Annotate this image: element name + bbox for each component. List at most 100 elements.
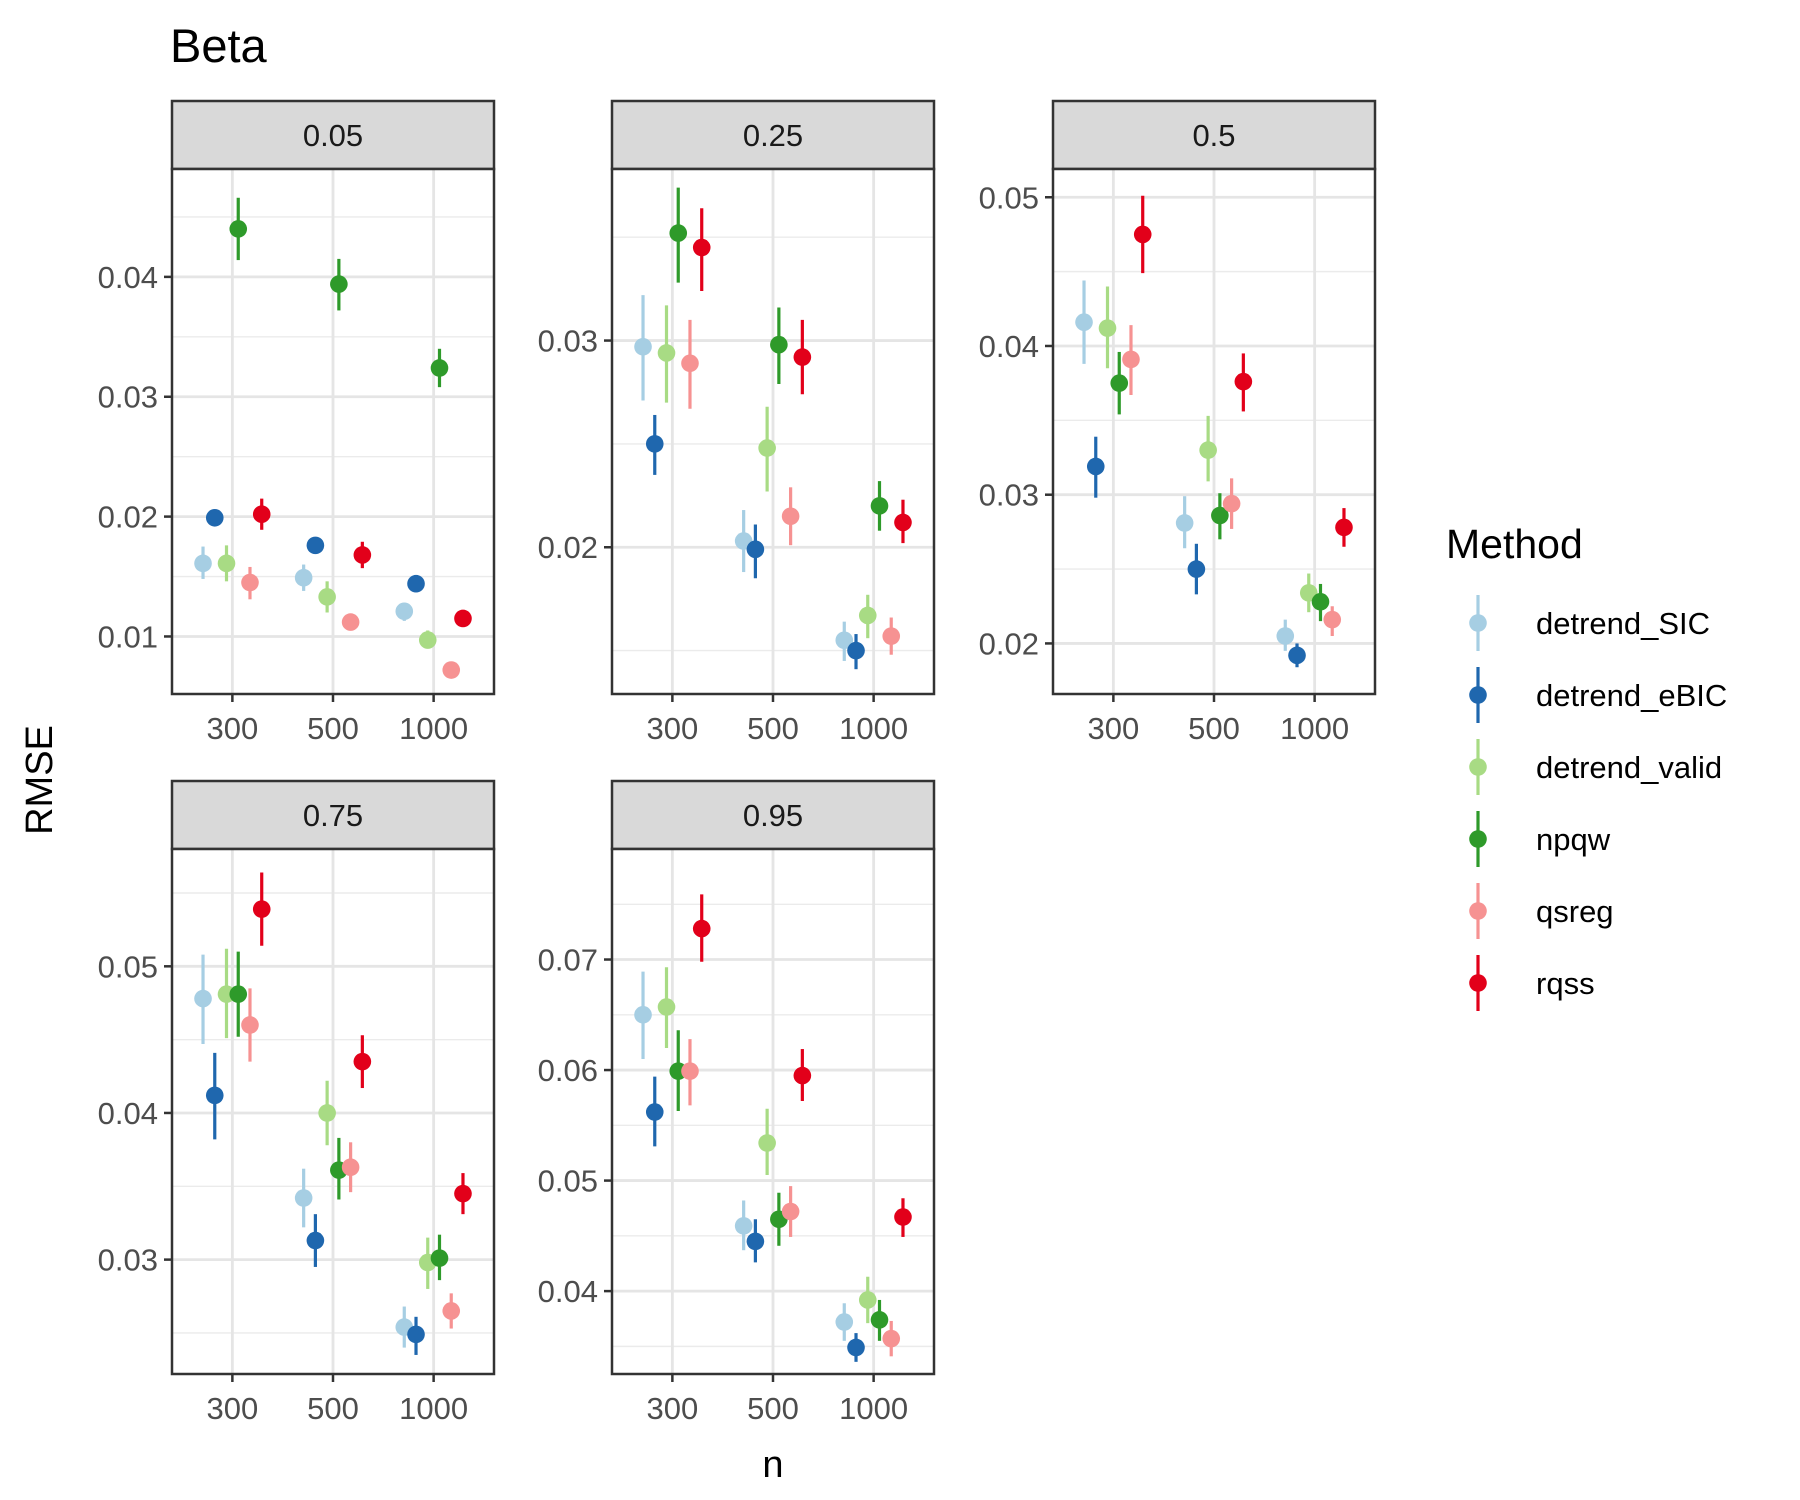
x-tick-label: 500: [307, 711, 359, 746]
point-detrend-ebic: [746, 1232, 765, 1251]
y-tick-label: 0.07: [538, 943, 598, 978]
point-detrend-valid: [858, 1291, 877, 1309]
point-rqss: [692, 919, 711, 938]
legend-label: detrend_valid: [1536, 750, 1722, 785]
point-npqw: [229, 985, 248, 1003]
point-rqss: [1335, 518, 1353, 537]
point-npqw: [1110, 374, 1129, 392]
point-npqw: [430, 359, 449, 377]
legend-key-point: [1469, 614, 1487, 632]
x-tick-label: 300: [207, 711, 259, 746]
x-tick-label: 500: [1188, 711, 1240, 746]
point-rqss: [252, 505, 271, 524]
facet-strip: [610, 779, 936, 851]
point-detrend-ebic: [847, 1338, 865, 1357]
point-qsreg: [681, 354, 699, 373]
legend-label: rqss: [1536, 966, 1595, 1001]
point-detrend-ebic: [306, 1231, 325, 1250]
legend-key-point: [1469, 758, 1487, 776]
legend-item-rqss: rqss: [1469, 955, 1595, 1011]
point-qsreg: [241, 573, 259, 592]
point-detrend-ebic: [306, 536, 325, 555]
facet-strip-label: 0.75: [303, 798, 363, 833]
x-tick-label: 300: [1088, 711, 1140, 746]
point-detrend-ebic: [645, 1103, 664, 1121]
point-detrend-sic: [634, 337, 652, 356]
facet-panel-0-95: 0.95 0.04 0.05 0.06 0.07 300 500 1000: [538, 779, 936, 1426]
facet-panel-0-75: 0.75 0.03 0.04 0.05 300 500 1000: [98, 779, 496, 1426]
y-tick-label: 0.04: [538, 1274, 598, 1309]
x-tick-label: 300: [647, 1391, 699, 1426]
point-detrend-sic: [395, 602, 414, 621]
x-tick-label: 1000: [399, 1391, 468, 1426]
point-qsreg: [442, 1302, 461, 1320]
point-rqss: [353, 1052, 372, 1071]
point-detrend-ebic: [1086, 457, 1105, 476]
y-tick-label: 0.04: [98, 260, 158, 295]
point-npqw: [1211, 506, 1229, 525]
y-tick-label: 0.06: [538, 1053, 598, 1088]
point-rqss: [894, 1208, 912, 1226]
point-npqw: [669, 224, 688, 242]
point-qsreg: [1323, 610, 1342, 629]
point-detrend-ebic: [205, 1086, 224, 1105]
x-tick-label: 500: [747, 1391, 799, 1426]
point-rqss: [252, 900, 271, 918]
point-detrend-ebic: [1187, 560, 1206, 578]
point-qsreg: [882, 627, 901, 645]
point-rqss: [793, 348, 812, 366]
y-tick-label: 0.05: [538, 1164, 598, 1199]
point-rqss: [454, 1184, 472, 1203]
point-rqss: [454, 609, 472, 628]
point-npqw: [1311, 592, 1330, 611]
facet-panel-0-05: 0.05 0.01 0.02 0.03 0.04 300 500 1000: [98, 99, 496, 746]
y-tick-label: 0.01: [98, 619, 158, 654]
point-detrend-sic: [634, 1005, 652, 1024]
legend-key-point: [1469, 686, 1487, 704]
point-qsreg: [1222, 494, 1241, 513]
x-tick-label: 500: [307, 1391, 359, 1426]
point-detrend-valid: [418, 631, 437, 649]
point-qsreg: [341, 1158, 360, 1177]
point-detrend-valid: [657, 344, 676, 362]
facet-panel-0-5: 0.5 0.02 0.03 0.04 0.05 300 500 1000: [979, 99, 1377, 746]
legend-key-point: [1469, 902, 1487, 920]
legend-item-detrend-ebic: detrend_eBIC: [1469, 667, 1727, 723]
legend-item-detrend-sic: detrend_SIC: [1469, 595, 1710, 651]
point-rqss: [692, 238, 711, 257]
point-detrend-sic: [835, 1313, 854, 1331]
point-rqss: [353, 546, 372, 564]
y-tick-label: 0.03: [979, 478, 1039, 513]
point-detrend-ebic: [645, 435, 664, 453]
point-detrend-sic: [835, 631, 854, 650]
y-tick-label: 0.05: [98, 949, 158, 984]
x-tick-label: 500: [747, 711, 799, 746]
point-detrend-ebic: [407, 574, 425, 593]
y-tick-label: 0.02: [538, 530, 598, 565]
point-detrend-sic: [294, 568, 313, 587]
point-rqss: [1234, 372, 1253, 391]
point-detrend-valid: [758, 1134, 776, 1152]
legend-item-qsreg: qsreg: [1469, 883, 1614, 939]
y-tick-label: 0.02: [98, 500, 158, 535]
point-detrend-sic: [1276, 627, 1295, 645]
point-detrend-valid: [657, 998, 676, 1016]
legend-label: detrend_SIC: [1536, 606, 1710, 641]
y-tick-label: 0.04: [979, 329, 1039, 364]
point-npqw: [770, 335, 788, 354]
point-npqw: [330, 275, 348, 293]
y-axis-title: RMSE: [19, 725, 61, 835]
point-detrend-sic: [1175, 514, 1194, 532]
point-qsreg: [781, 507, 800, 526]
facet-strip: [610, 99, 936, 171]
y-tick-label: 0.04: [98, 1096, 158, 1131]
y-tick-label: 0.03: [538, 324, 598, 359]
point-rqss: [1133, 225, 1152, 244]
x-tick-label: 1000: [839, 711, 908, 746]
point-detrend-valid: [318, 588, 336, 606]
point-detrend-valid: [858, 606, 877, 625]
point-npqw: [870, 1311, 889, 1329]
point-detrend-valid: [1199, 441, 1217, 459]
point-npqw: [870, 497, 889, 515]
